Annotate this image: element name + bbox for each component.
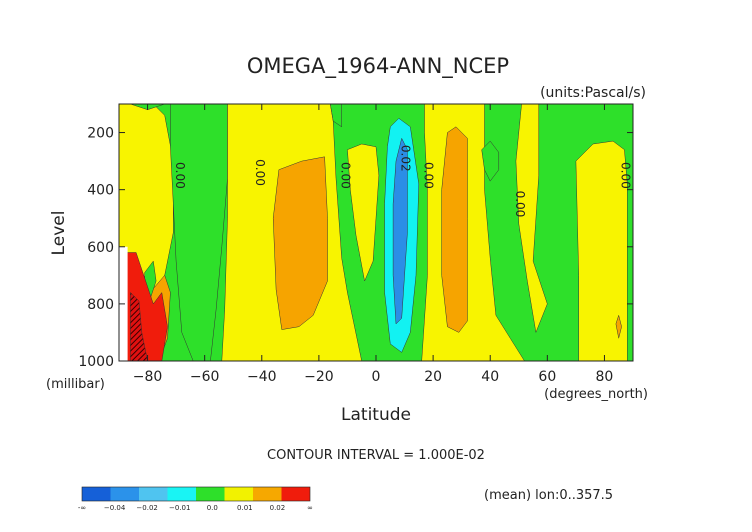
y-tick-label: 200 bbox=[87, 126, 114, 142]
x-axis-label: Latitude bbox=[341, 405, 411, 425]
x-tick-label: 20 bbox=[424, 369, 442, 385]
colorbar-swatch bbox=[82, 487, 111, 501]
x-tick-label: 60 bbox=[538, 369, 556, 385]
colorbar-swatch bbox=[167, 487, 196, 501]
contour-region-darkred bbox=[130, 291, 148, 361]
contour-region-yellow bbox=[575, 140, 628, 361]
y-tick-label: 400 bbox=[87, 183, 114, 199]
x-tick-label: −40 bbox=[247, 369, 277, 385]
contour-region-yellow bbox=[347, 143, 380, 282]
y-tick-label: 1000 bbox=[78, 354, 114, 370]
contour-label: 0.00 bbox=[339, 162, 353, 189]
contour-region-orange bbox=[272, 156, 328, 330]
plot-area: 0.00 0.00 0.00 0.02 0.00 0.00 0.00 bbox=[118, 103, 634, 362]
contour-label: 0.00 bbox=[173, 162, 187, 189]
colorbar-swatch bbox=[196, 487, 225, 501]
contour-labels: 0.00 0.00 0.00 0.02 0.00 0.00 0.00 bbox=[173, 145, 632, 217]
colorbar-swatch bbox=[139, 487, 168, 501]
contour-region-orange bbox=[615, 314, 622, 339]
x-units-label: (degrees_north) bbox=[544, 387, 648, 402]
contour-label: 0.00 bbox=[422, 162, 436, 189]
colorbar-label: 0.02 bbox=[270, 504, 286, 512]
colorbar-label: ∞ bbox=[307, 504, 313, 512]
x-tick-label: −60 bbox=[190, 369, 220, 385]
y-units-label: (millibar) bbox=[46, 377, 105, 392]
contour-region-yellow bbox=[515, 104, 548, 334]
x-tick-label: 0 bbox=[372, 369, 381, 385]
colorbar-label: −0.01 bbox=[169, 504, 190, 512]
colorbar-swatch bbox=[110, 487, 139, 501]
y-tick-label: 600 bbox=[87, 240, 114, 256]
y-axis: 200 400 600 800 1000 bbox=[78, 126, 633, 370]
contour-region-green bbox=[330, 104, 342, 128]
y-tick-label: 800 bbox=[87, 297, 114, 313]
x-axis: −80 −60 −40 −20 0 20 40 60 80 bbox=[133, 104, 614, 385]
contour-region-green bbox=[481, 140, 500, 182]
x-tick-label: −80 bbox=[133, 369, 163, 385]
x-tick-label: −20 bbox=[304, 369, 334, 385]
contour-interval-label: CONTOUR INTERVAL = 1.000E-02 bbox=[267, 448, 485, 463]
contour-label: 0.00 bbox=[513, 191, 527, 218]
contour-regions bbox=[119, 104, 628, 361]
colorbar-swatch bbox=[253, 487, 282, 501]
x-tick-label: 80 bbox=[596, 369, 614, 385]
colorbar-swatch bbox=[281, 487, 310, 501]
colorbar-label: −0.04 bbox=[104, 504, 126, 512]
contour-label: 0.02 bbox=[399, 145, 413, 172]
footnote-label: (mean) lon:0..357.5 bbox=[484, 488, 613, 503]
contour-region-blue bbox=[392, 137, 408, 325]
colorbar-frame bbox=[81, 486, 311, 502]
contour-region-orange bbox=[441, 126, 468, 333]
colorbar-swatch bbox=[224, 487, 253, 501]
x-tick-label: 40 bbox=[481, 369, 499, 385]
colorbar-label: −0.02 bbox=[136, 504, 157, 512]
colorbar-label: -∞ bbox=[78, 504, 86, 512]
units-label: (units:Pascal/s) bbox=[540, 85, 646, 101]
colorbar-label: 0.0 bbox=[207, 504, 218, 512]
contour-label: 0.00 bbox=[619, 162, 633, 189]
y-axis-label: Level bbox=[49, 211, 69, 256]
colorbar: -∞ −0.04 −0.02 −0.01 0.0 0.01 0.02 ∞ bbox=[78, 486, 313, 512]
chart-title: OMEGA_1964-ANN_NCEP bbox=[247, 54, 509, 79]
colorbar-label: 0.01 bbox=[237, 504, 253, 512]
contour-label: 0.00 bbox=[253, 159, 267, 186]
